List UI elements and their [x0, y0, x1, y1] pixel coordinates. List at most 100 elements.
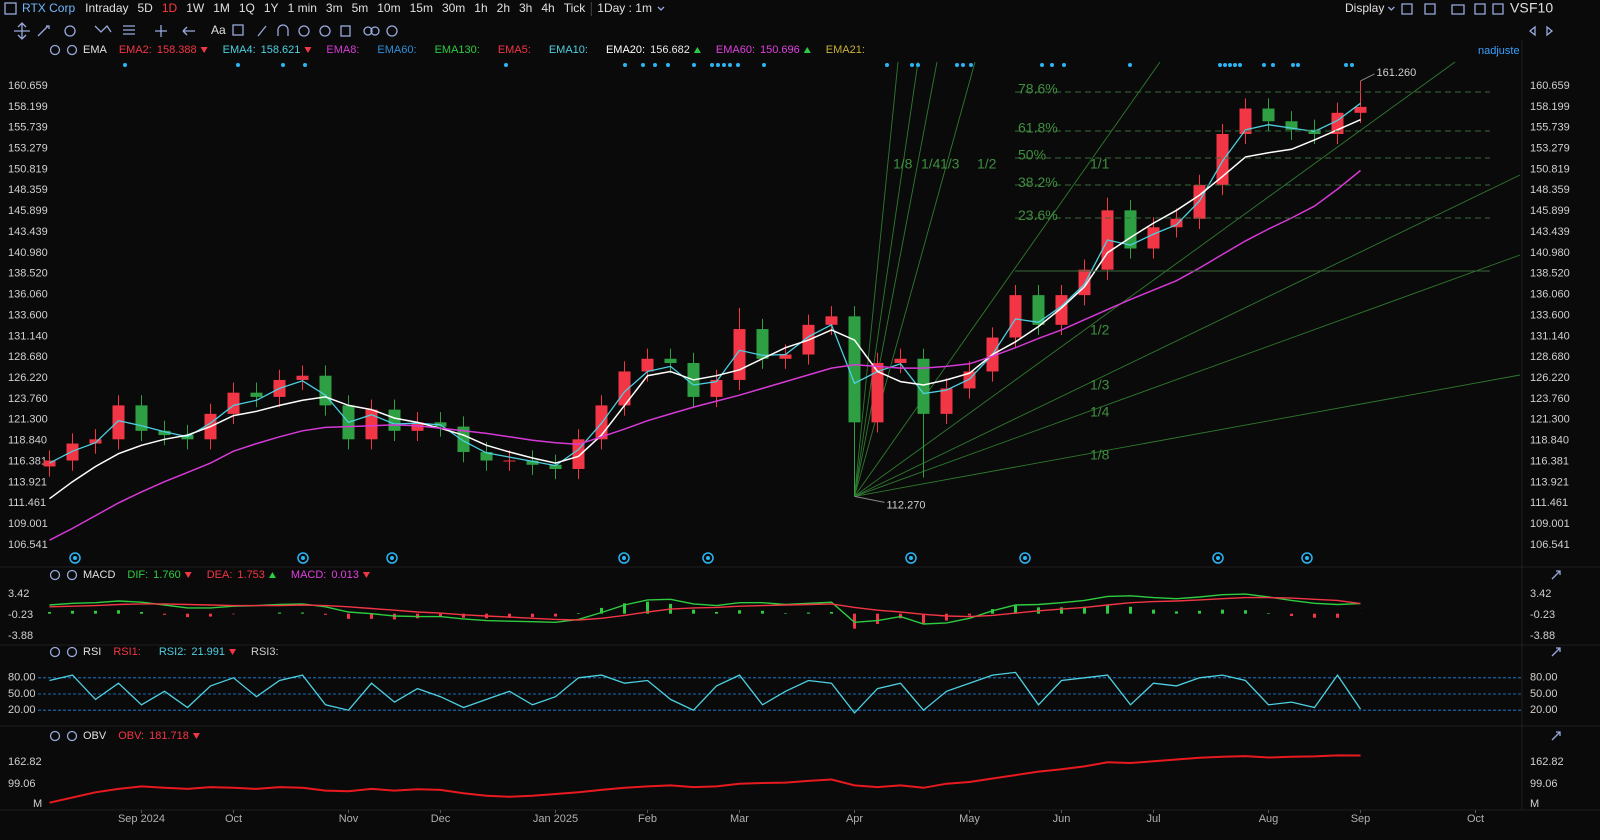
- period-button[interactable]: 1 min: [288, 1, 317, 15]
- event-dot[interactable]: [504, 63, 508, 67]
- expand-icon[interactable]: [1551, 731, 1561, 741]
- menu-icon[interactable]: [4, 2, 17, 15]
- event-dot[interactable]: [728, 63, 732, 67]
- event-badge[interactable]: [1212, 552, 1224, 564]
- event-dot[interactable]: [1233, 63, 1237, 67]
- indicator-name[interactable]: MACD: [83, 569, 115, 581]
- indicator-name[interactable]: EMA: [83, 44, 108, 56]
- line-tool[interactable]: [37, 25, 50, 37]
- period-button[interactable]: 2h: [497, 1, 510, 15]
- period-button[interactable]: 1D: [162, 1, 178, 15]
- event-dot[interactable]: [1344, 63, 1348, 67]
- expand-icon[interactable]: [1551, 570, 1561, 580]
- event-badge[interactable]: [905, 552, 917, 564]
- period-button[interactable]: 10m: [377, 1, 400, 15]
- period-button[interactable]: 1Y: [264, 1, 279, 15]
- event-dot[interactable]: [281, 63, 285, 67]
- period-button[interactable]: 1Q: [239, 1, 255, 15]
- period-button[interactable]: 5m: [352, 1, 369, 15]
- lock-tool[interactable]: [298, 25, 310, 37]
- event-dot[interactable]: [1271, 63, 1275, 67]
- event-badge[interactable]: [297, 552, 309, 564]
- expand-icon[interactable]: [1551, 647, 1561, 657]
- delete-tool[interactable]: [340, 25, 351, 37]
- f10-button[interactable]: F10: [1529, 0, 1553, 16]
- adjust-toggle[interactable]: nadjuste: [1478, 45, 1520, 57]
- settings-icon[interactable]: [49, 569, 61, 581]
- event-dot[interactable]: [885, 63, 889, 67]
- undo-redo[interactable]: [1528, 25, 1554, 37]
- event-dot[interactable]: [623, 63, 627, 67]
- settings-icon[interactable]: [49, 44, 61, 56]
- period-button[interactable]: 3m: [326, 1, 343, 15]
- event-dot[interactable]: [692, 63, 696, 67]
- event-badge[interactable]: [702, 552, 714, 564]
- period-button[interactable]: 5D: [138, 1, 154, 15]
- measure-tool[interactable]: [155, 25, 167, 37]
- fib-tool[interactable]: [123, 25, 135, 35]
- note-tool[interactable]: [232, 24, 244, 36]
- event-dot[interactable]: [236, 63, 240, 67]
- event-dot[interactable]: [955, 63, 959, 67]
- event-dot[interactable]: [722, 63, 726, 67]
- event-dot[interactable]: [303, 63, 307, 67]
- event-dot[interactable]: [1291, 63, 1295, 67]
- event-dot[interactable]: [1128, 63, 1132, 67]
- event-dot[interactable]: [1228, 63, 1232, 67]
- event-dot[interactable]: [910, 63, 914, 67]
- event-dot[interactable]: [916, 63, 920, 67]
- move-tool[interactable]: [14, 22, 30, 40]
- magnet-tool[interactable]: [277, 24, 289, 36]
- close-icon[interactable]: [66, 646, 78, 658]
- event-dot[interactable]: [969, 63, 973, 67]
- period-button[interactable]: 1W: [186, 1, 205, 15]
- event-dot[interactable]: [1040, 63, 1044, 67]
- event-dot[interactable]: [653, 63, 657, 67]
- period-button[interactable]: 15m: [410, 1, 433, 15]
- event-dot[interactable]: [1223, 63, 1227, 67]
- font-tool[interactable]: Aa: [211, 23, 226, 37]
- period-button[interactable]: 4h: [541, 1, 554, 15]
- event-badge[interactable]: [618, 552, 630, 564]
- compare-tool-2[interactable]: [370, 26, 380, 36]
- close-icon[interactable]: [66, 569, 78, 581]
- event-badge[interactable]: [1301, 552, 1313, 564]
- event-dot[interactable]: [1296, 63, 1300, 67]
- event-dot[interactable]: [1050, 63, 1054, 67]
- period-button[interactable]: Tick: [564, 1, 587, 15]
- close-icon[interactable]: [66, 44, 78, 56]
- event-badge[interactable]: [1019, 552, 1031, 564]
- period-button[interactable]: 1h: [474, 1, 487, 15]
- event-dot[interactable]: [710, 63, 714, 67]
- indicator-name[interactable]: OBV: [83, 730, 107, 742]
- event-dot[interactable]: [716, 63, 720, 67]
- settings-icon[interactable]: [49, 730, 61, 742]
- event-dot[interactable]: [1062, 63, 1066, 67]
- event-dot[interactable]: [1262, 63, 1266, 67]
- compare-tool[interactable]: [363, 26, 373, 36]
- event-dot[interactable]: [1350, 63, 1354, 67]
- period-button[interactable]: 30m: [442, 1, 465, 15]
- period-button[interactable]: Intraday: [85, 1, 128, 15]
- period-button[interactable]: 3h: [519, 1, 532, 15]
- wave-tool[interactable]: [94, 24, 112, 33]
- settings-icon[interactable]: [49, 646, 61, 658]
- event-dot[interactable]: [736, 63, 740, 67]
- brush-tool[interactable]: [257, 25, 267, 37]
- window-icons[interactable]: [1451, 3, 1504, 15]
- period-button[interactable]: 1M: [213, 1, 230, 15]
- event-dot[interactable]: [1238, 63, 1242, 67]
- event-badge[interactable]: [386, 552, 398, 564]
- display-button[interactable]: Display: [1345, 1, 1384, 15]
- event-dot[interactable]: [1218, 63, 1222, 67]
- settings-tool[interactable]: [386, 25, 398, 37]
- event-dot[interactable]: [641, 63, 645, 67]
- symbol[interactable]: RTX Corp: [22, 1, 75, 15]
- event-dot[interactable]: [666, 63, 670, 67]
- shape-tool[interactable]: [64, 25, 76, 37]
- event-dot[interactable]: [123, 63, 127, 67]
- event-dot[interactable]: [961, 63, 965, 67]
- indicator-name[interactable]: RSI: [83, 646, 101, 658]
- hide-tool[interactable]: [319, 25, 331, 37]
- arrow-tool[interactable]: [182, 26, 195, 36]
